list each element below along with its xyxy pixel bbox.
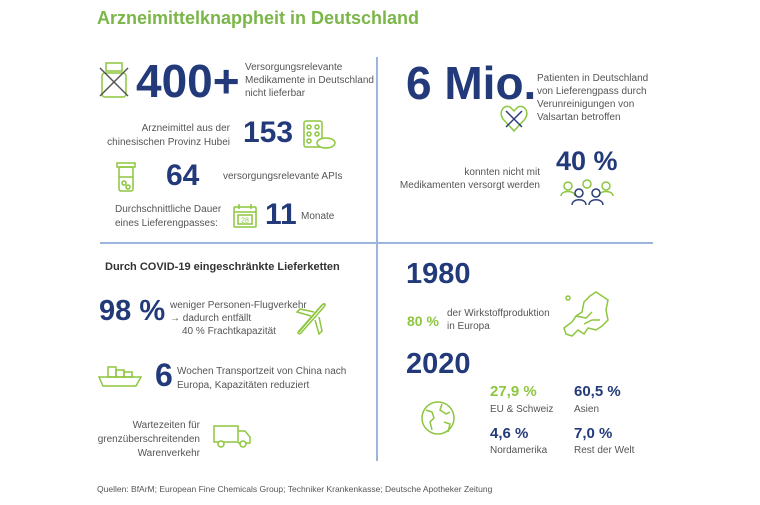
share-na-label: Nordamerika	[490, 445, 548, 456]
stat-40-text: konnten nicht mit Medikamenten versorgt …	[380, 166, 540, 192]
stat-6mio-text: Patienten in Deutschland von Lieferengpa…	[537, 72, 648, 124]
stat-98-text: weniger Personen-Flugverkehr → dadurch e…	[170, 299, 307, 338]
stat-6-value: 6	[155, 357, 173, 393]
stat-64-text: versorgungsrelevante APIs	[223, 171, 343, 182]
share-asia-label: Asien	[574, 404, 600, 415]
text-line: Warenverkehr	[137, 448, 200, 459]
covid-heading: Durch COVID-19 eingeschränkte Lieferkett…	[105, 261, 340, 273]
text-line: Wartezeiten für	[132, 420, 200, 431]
waiting-text: Wartezeiten für grenzüberschreitenden Wa…	[80, 419, 200, 461]
text-line: Medikamente in Deutschland	[245, 75, 374, 86]
stat-98-value: 98 %	[99, 295, 166, 327]
stat-11-value: 11	[265, 198, 297, 231]
text-line: Medikamenten versorgt werden	[399, 180, 540, 191]
text-line: Durchschnittliche Dauer	[115, 204, 222, 215]
text-line: Wochen Transportzeit von China nach	[177, 366, 347, 377]
page-title: Arzneimittelknappheit in Deutschland	[97, 8, 420, 28]
text-line: eines Lieferengpasses:	[115, 218, 218, 229]
text-line: 40 % Frachtkapazität	[182, 326, 276, 337]
calendar-day: 28	[241, 218, 249, 225]
share-asia-value: 60,5 %	[574, 383, 621, 400]
globe-icon	[421, 401, 455, 435]
year-2020: 2020	[406, 348, 471, 380]
text-line: von Lieferengpass durch	[537, 86, 647, 97]
text-line: chinesischen Provinz Hubei	[107, 137, 230, 148]
text-line: weniger Personen-Flugverkehr	[170, 300, 307, 311]
europe-map-icon	[563, 291, 609, 337]
text-line: in Europa	[447, 321, 490, 332]
text-line: Verunreinigungen von	[537, 99, 635, 110]
people-group-icon	[560, 179, 614, 206]
stat-40-value: 40 %	[556, 146, 618, 176]
truck-icon	[213, 425, 251, 448]
crossed-heart-icon	[500, 105, 528, 133]
year-1980: 1980	[406, 258, 471, 290]
share-eu-value: 27,9 %	[490, 383, 537, 400]
cargo-ship-icon	[97, 366, 143, 387]
airplane-icon	[295, 303, 326, 336]
crossed-pill-bottle-icon	[99, 62, 129, 98]
text-line: der Wirkstoffproduktion	[447, 308, 550, 319]
stat-6mio-value: 6 Mio.	[406, 57, 537, 109]
text-line: → dadurch entfällt	[170, 313, 252, 324]
share-1980-value: 80 %	[407, 313, 439, 329]
share-rest-label: Rest der Welt	[574, 445, 635, 456]
share-1980-text: der Wirkstoffproduktion in Europa	[447, 307, 550, 333]
share-rest-value: 7,0 %	[574, 425, 613, 442]
calendar-icon: 28	[233, 204, 257, 228]
text-line: grenzüberschreitenden	[97, 434, 200, 445]
stat-153-value: 153	[243, 116, 294, 149]
text-line: nicht lieferbar	[245, 88, 306, 99]
text-line: konnten nicht mit	[464, 167, 540, 178]
text-line: Europa, Kapazitäten reduziert	[177, 380, 310, 391]
text-line: Valsartan betroffen	[537, 112, 621, 123]
text-line: Arzneimittel aus der	[141, 123, 230, 134]
stat-11-text: Durchschnittliche Dauer eines Lieferengp…	[115, 203, 221, 231]
vertical-divider	[376, 57, 378, 461]
pill-blister-icon	[303, 120, 336, 149]
horizontal-divider	[100, 242, 653, 244]
stat-6-text: Wochen Transportzeit von China nach Euro…	[177, 365, 346, 393]
stat-400-value: 400+	[136, 55, 240, 107]
share-na-value: 4,6 %	[490, 425, 529, 442]
text-line: Versorgungsrelevante	[245, 62, 343, 73]
beaker-icon	[116, 162, 136, 192]
share-eu-label: EU & Schweiz	[490, 404, 554, 415]
sources: Quellen: BfArM; European Fine Chemicals …	[97, 484, 493, 494]
text-line: Patienten in Deutschland	[537, 73, 649, 84]
stat-153-text: Arzneimittel aus der chinesischen Provin…	[90, 122, 230, 150]
stat-64-value: 64	[166, 159, 200, 192]
stat-11-unit: Monate	[301, 211, 335, 222]
stat-400-text: Versorgungsrelevante Medikamente in Deut…	[245, 61, 374, 100]
